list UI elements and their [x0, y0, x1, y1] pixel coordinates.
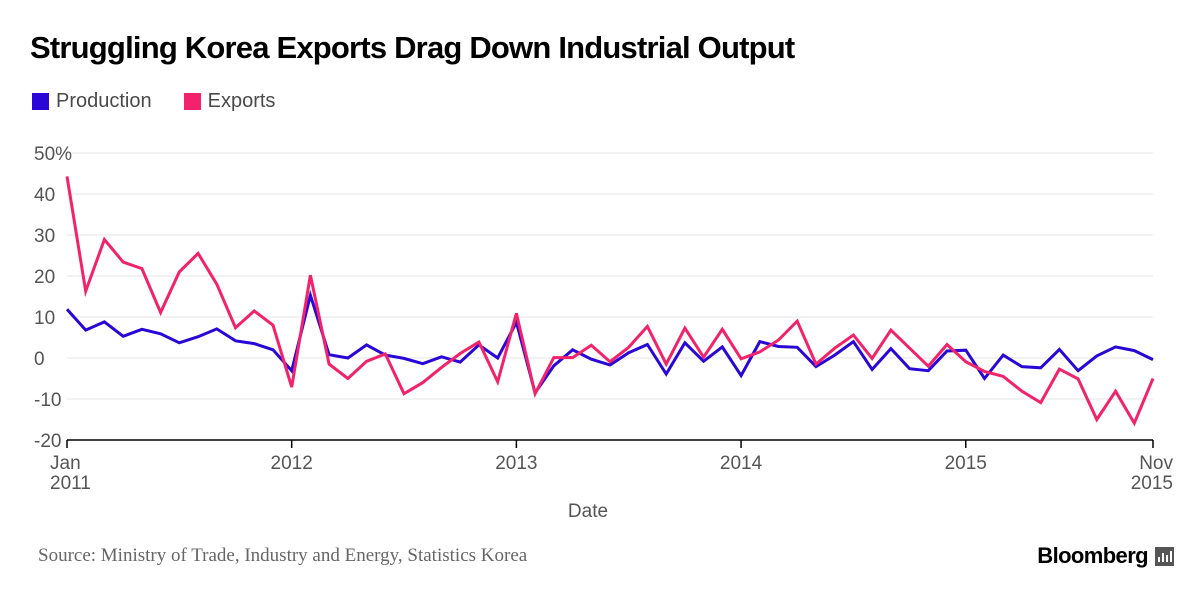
- y-tick-label: -10: [34, 390, 61, 411]
- legend-swatch-exports: [183, 93, 201, 110]
- legend-swatch-production: [32, 93, 49, 110]
- legend-label-production: Production: [56, 90, 152, 112]
- brand-logo: Bloomberg: [1037, 543, 1174, 569]
- brand-name: Bloomberg: [1037, 543, 1148, 568]
- x-tick-label-year: 2015: [1131, 473, 1173, 494]
- x-axis-title: Date: [568, 501, 608, 522]
- y-tick-label: 0: [34, 349, 45, 370]
- source-note: Source: Ministry of Trade, Industry and …: [38, 545, 528, 566]
- y-tick-label: 40: [34, 185, 55, 206]
- x-tick-label: 2012: [271, 453, 313, 474]
- y-tick-label: 20: [34, 267, 55, 288]
- x-tick-label: Jan: [50, 453, 81, 474]
- legend-item-exports: Exports: [183, 90, 276, 113]
- y-tick-label: 30: [34, 226, 55, 247]
- x-tick-label: 2013: [495, 453, 537, 474]
- y-tick-label: -20: [34, 431, 61, 452]
- series-line-exports: [65, 176, 1155, 427]
- y-tick-label: 50%: [34, 144, 72, 165]
- x-tick-label: Nov: [1139, 453, 1173, 474]
- legend-label-exports: Exports: [207, 90, 276, 112]
- x-tick-label: 2015: [945, 453, 987, 474]
- chart-title: Struggling Korea Exports Drag Down Indus…: [30, 30, 795, 65]
- series-line-production: [65, 289, 1154, 397]
- x-tick-label: 2014: [720, 453, 763, 474]
- legend: Production Exports: [32, 90, 307, 113]
- legend-item-production: Production: [32, 90, 152, 113]
- bar-chart-icon: [1155, 546, 1174, 566]
- x-tick-label-year: 2011: [50, 473, 91, 494]
- y-tick-label: 10: [34, 308, 55, 329]
